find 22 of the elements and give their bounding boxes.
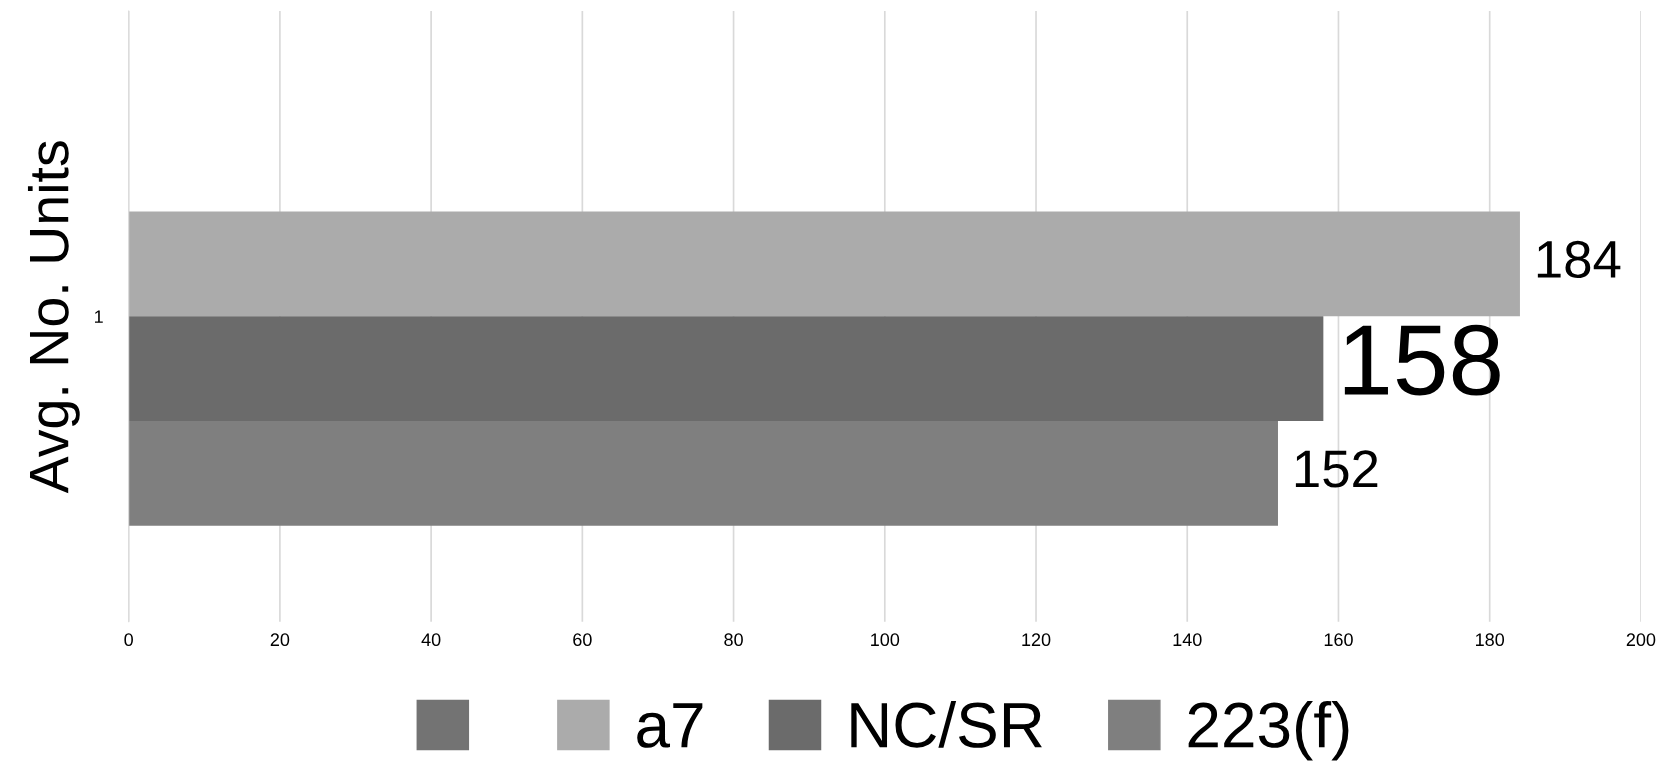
- bar: [128, 316, 1324, 422]
- y-axis-title: Avg. No. Units: [27, 141, 80, 494]
- x-tick-label: 120: [1022, 633, 1051, 647]
- x-tick-label: 40: [421, 633, 441, 647]
- x-tick-label: 100: [871, 633, 900, 647]
- legend-label: 223(f): [1188, 700, 1349, 761]
- data-label: 158: [1344, 324, 1500, 396]
- x-tick-label: 200: [1626, 633, 1656, 647]
- y-tick-label: 1: [95, 310, 103, 323]
- x-tick-label: 60: [573, 633, 592, 647]
- x-tick-label: 140: [1173, 633, 1202, 647]
- x-tick-label: 180: [1476, 633, 1505, 647]
- data-label: 152: [1295, 450, 1378, 488]
- x-tick-label: 20: [270, 633, 290, 647]
- data-label: 184: [1537, 240, 1621, 279]
- x-tick-label: 80: [724, 633, 743, 647]
- bar: [128, 421, 1278, 526]
- bar: [128, 211, 1520, 317]
- x-tick-label: 0: [124, 633, 133, 647]
- legend-label: NC/SR: [851, 700, 1042, 748]
- x-tick-label: 160: [1324, 633, 1353, 647]
- legend-label: a7: [637, 703, 703, 748]
